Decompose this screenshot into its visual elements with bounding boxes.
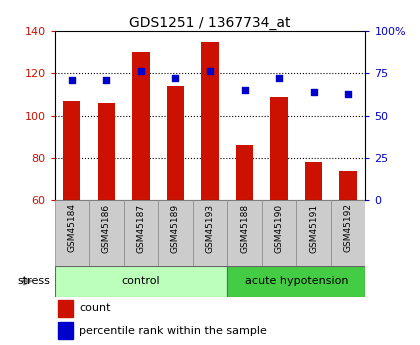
Bar bbox=[89, 200, 123, 266]
Point bbox=[68, 77, 75, 82]
Bar bbox=[236, 145, 253, 200]
Bar bbox=[305, 162, 322, 200]
Bar bbox=[58, 322, 73, 339]
Text: GSM45186: GSM45186 bbox=[102, 203, 111, 253]
Text: GSM45193: GSM45193 bbox=[205, 203, 215, 253]
Text: GSM45191: GSM45191 bbox=[309, 203, 318, 253]
Bar bbox=[55, 200, 89, 266]
Text: GSM45192: GSM45192 bbox=[344, 203, 353, 253]
Point bbox=[207, 68, 213, 74]
Bar bbox=[227, 200, 262, 266]
Point bbox=[241, 88, 248, 93]
Text: GSM45188: GSM45188 bbox=[240, 203, 249, 253]
Bar bbox=[339, 170, 357, 200]
Point bbox=[345, 92, 352, 97]
Bar bbox=[55, 266, 227, 297]
Bar bbox=[158, 200, 193, 266]
Bar bbox=[132, 52, 150, 200]
Point bbox=[138, 68, 144, 74]
Bar bbox=[58, 300, 73, 317]
Bar bbox=[193, 200, 227, 266]
Bar bbox=[167, 86, 184, 200]
Bar bbox=[63, 101, 81, 200]
Bar bbox=[201, 42, 219, 200]
Text: stress: stress bbox=[18, 276, 50, 286]
Bar bbox=[123, 200, 158, 266]
Text: GSM45190: GSM45190 bbox=[275, 203, 284, 253]
Text: GSM45189: GSM45189 bbox=[171, 203, 180, 253]
Text: control: control bbox=[122, 276, 160, 286]
Bar bbox=[98, 103, 115, 200]
Bar bbox=[227, 266, 365, 297]
Point bbox=[172, 75, 179, 80]
Text: GSM45184: GSM45184 bbox=[67, 203, 76, 253]
Bar bbox=[331, 200, 365, 266]
Point bbox=[310, 90, 317, 95]
Point bbox=[276, 75, 282, 80]
Bar bbox=[297, 200, 331, 266]
Bar bbox=[270, 97, 288, 200]
Text: percentile rank within the sample: percentile rank within the sample bbox=[79, 326, 268, 336]
Text: GSM45187: GSM45187 bbox=[136, 203, 145, 253]
Title: GDS1251 / 1367734_at: GDS1251 / 1367734_at bbox=[129, 16, 291, 30]
Point bbox=[103, 77, 110, 82]
Text: acute hypotension: acute hypotension bbox=[244, 276, 348, 286]
Text: count: count bbox=[79, 303, 111, 313]
Bar bbox=[262, 200, 297, 266]
